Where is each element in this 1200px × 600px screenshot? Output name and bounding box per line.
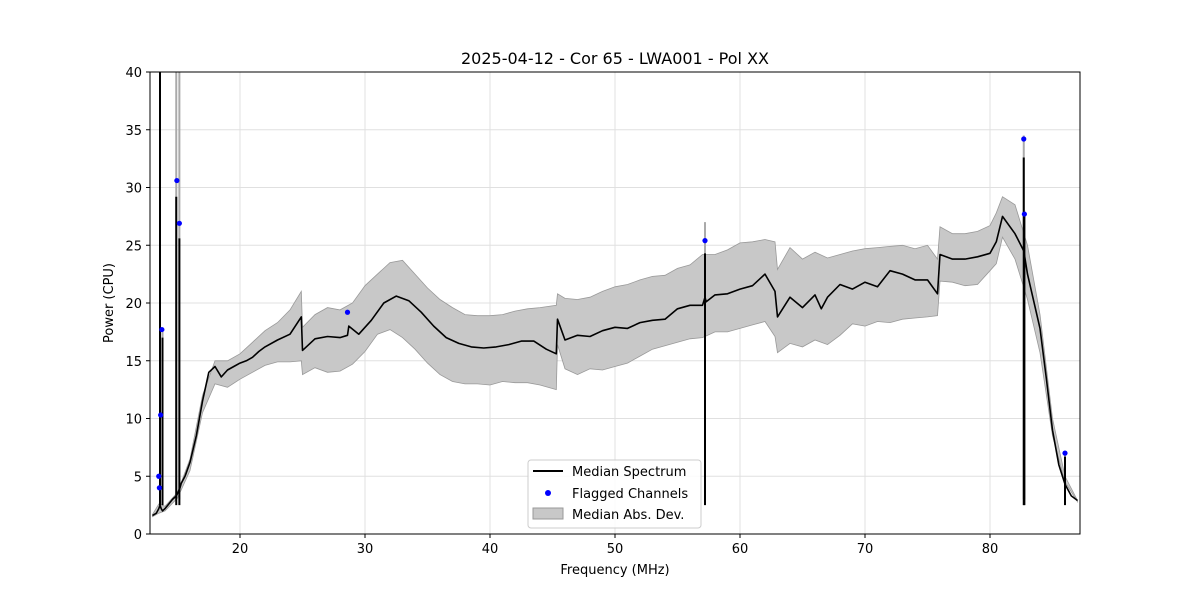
legend-median-label: Median Spectrum	[572, 465, 686, 480]
x-tick-label: 60	[732, 542, 749, 557]
flagged-point	[156, 473, 162, 479]
flagged-point	[174, 177, 180, 184]
flagged-point	[159, 326, 165, 333]
y-tick-label: 10	[125, 413, 142, 428]
flagged-point	[702, 238, 708, 244]
y-tick-label: 5	[134, 470, 142, 485]
x-tick-label: 30	[357, 542, 374, 557]
flagged-point	[176, 220, 182, 226]
x-tick-label: 80	[982, 542, 999, 557]
flagged-points	[156, 136, 1068, 491]
x-axis-label: Frequency (MHz)	[560, 563, 669, 578]
x-tick-label: 40	[482, 542, 499, 557]
x-axis-ticks: 20 30 40 50 60 70 80	[232, 534, 999, 557]
median-spectrum-line	[152, 215, 1078, 517]
legend: Median Spectrum Flagged Channels Median …	[527, 459, 702, 529]
y-tick-label: 15	[125, 355, 142, 370]
chart-title: 2025-04-12 - Cor 65 - LWA001 - Pol XX	[461, 49, 769, 68]
y-tick-label: 30	[125, 182, 142, 197]
y-tick-label: 25	[125, 239, 142, 254]
legend-flagged-label: Flagged Channels	[572, 487, 688, 502]
y-tick-label: 0	[134, 528, 142, 543]
flagged-point	[1021, 211, 1027, 217]
x-tick-label: 50	[607, 542, 624, 557]
flagged-point	[158, 412, 164, 418]
legend-band-label: Median Abs. Dev.	[572, 508, 684, 523]
flagged-point	[344, 309, 351, 315]
mad-band-area	[152, 196, 1078, 518]
y-tick-label: 40	[125, 66, 142, 81]
y-axis-label: Power (CPU)	[102, 263, 117, 343]
y-axis-ticks: 0 5 10 15 20 25 30 35 40	[125, 66, 150, 543]
flagged-point	[156, 485, 162, 491]
x-tick-label: 20	[232, 542, 249, 557]
median-line-layer	[152, 72, 1078, 517]
legend-flagged-swatch	[545, 490, 551, 496]
flagged-point	[1062, 450, 1068, 456]
y-tick-label: 35	[125, 124, 142, 139]
legend-box	[527, 459, 702, 529]
legend-band-swatch	[532, 507, 564, 520]
y-tick-label: 20	[125, 297, 142, 312]
x-tick-label: 70	[857, 542, 874, 557]
flagged-point	[1021, 136, 1027, 142]
